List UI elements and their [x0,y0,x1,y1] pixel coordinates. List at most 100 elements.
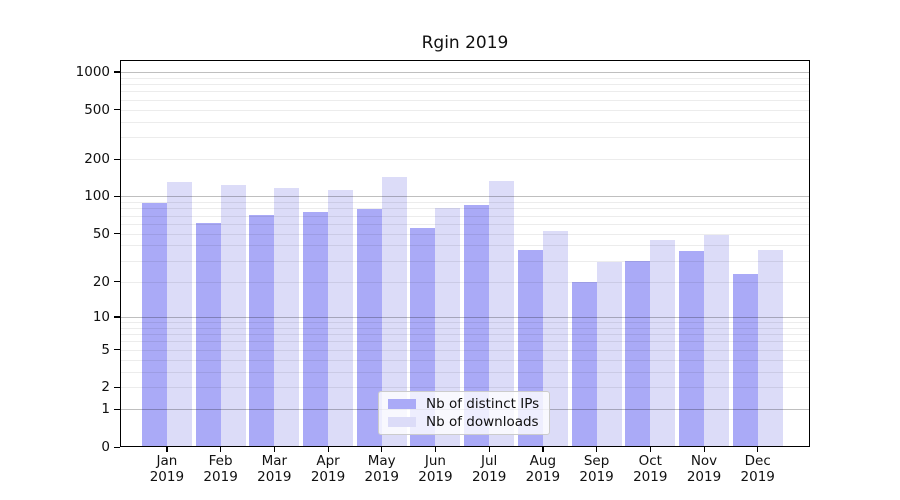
y-axis-tick-mark [114,316,120,318]
bar-distinct-ips [679,250,704,447]
y-axis-tick-label: 1000 [75,63,110,80]
gridline-minor [120,91,810,93]
gridline-minor [120,341,810,343]
y-axis-tick-label: 20 [92,273,110,290]
bar-downloads [328,189,354,447]
gridline-minor [120,359,810,361]
bar-distinct-ips [141,202,167,447]
x-axis-tick-label: Jul 2019 [471,453,507,485]
legend-swatch-icon [388,416,416,427]
x-axis-tick-mark [703,447,705,452]
gridline-minor [120,223,810,225]
gridline-minor [120,233,810,235]
y-axis-tick-label: 50 [92,225,110,242]
gridline-minor [120,334,810,336]
legend-label: Nb of downloads [426,413,539,430]
gridline-minor [120,327,810,329]
bar-downloads [274,187,300,447]
gridline-minor [120,137,810,139]
y-axis-tick-mark [114,158,120,160]
legend-swatch-icon [388,399,416,410]
x-axis-tick-mark [327,447,329,452]
gridline-minor [120,208,810,210]
y-axis-tick-mark [114,109,120,111]
bar-downloads [166,181,192,447]
x-axis-tick-label: Nov 2019 [686,453,722,485]
x-axis-tick-label: Apr 2019 [310,453,346,485]
x-axis-tick-mark [434,447,437,452]
x-axis-tick-label: Feb 2019 [203,453,238,485]
bar-distinct-ips [249,214,275,447]
x-axis-tick-mark [381,447,383,452]
y-axis-tick-label: 100 [84,188,110,205]
bar-downloads [220,184,246,447]
x-axis-tick-mark [649,447,651,452]
y-axis-tick-mark [114,408,120,411]
gridlines-layer [120,60,810,447]
y-axis-tick-label: 500 [84,101,110,118]
gridline-minor [120,109,810,111]
bar-distinct-ips [303,211,329,447]
x-axis-tick-label: Oct 2019 [633,453,668,485]
legend-item: Nb of distinct IPs [388,396,540,412]
bar-downloads [704,234,729,447]
chart-title: Rgin 2019 [421,33,509,53]
x-axis-tick-mark [166,447,168,452]
gridline-major [120,71,810,73]
gridline-minor [120,245,810,247]
x-axis-tick-label: Jan 2019 [149,453,185,485]
x-axis-tick-label: Dec 2019 [740,453,775,485]
legend: Nb of distinct IPs Nb of downloads [378,391,550,435]
x-axis-tick-mark [757,447,759,452]
y-axis-tick-mark [114,71,120,73]
y-axis-tick-mark [114,446,120,448]
y-axis-tick-mark [114,386,120,389]
bar-downloads [596,262,622,447]
y-axis-tick-label: 2 [101,379,110,396]
gridline-minor [120,215,810,217]
gridline-minor [120,159,810,161]
gridline-major [120,196,810,198]
bar-distinct-ips [732,274,758,447]
x-axis-tick-mark [273,447,275,452]
y-axis-tick-mark [114,349,120,351]
gridline-minor [120,281,810,283]
x-axis-tick-label: May 2019 [364,453,399,485]
x-axis-tick-mark [488,447,490,452]
gridline-minor [120,77,810,79]
y-axis-tick-mark [114,233,120,235]
legend-label: Nb of distinct IPs [426,396,540,413]
bar-distinct-ips [356,209,382,447]
gridline-minor [120,260,810,262]
gridline-major [120,316,810,318]
y-axis-tick-label: 200 [84,151,110,168]
x-axis-tick-label: Aug 2019 [525,453,561,485]
gridline-minor [120,84,810,86]
gridline-minor [120,371,810,373]
gridline-minor [120,349,810,351]
x-axis-tick-mark [596,447,598,452]
y-axis-tick-label: 5 [101,341,110,358]
y-axis-tick-label: 0 [101,439,110,455]
y-axis-tick-label: 10 [92,308,110,325]
x-axis-tick-label: Sep 2019 [579,453,614,485]
x-axis-tick-label: Mar 2019 [257,453,292,485]
gridline-minor [120,99,810,101]
bar-distinct-ips [625,260,651,447]
gridline-minor [120,202,810,204]
gridline-minor [120,121,810,123]
x-axis-tick-mark [542,447,544,452]
gridline-minor [120,322,810,323]
y-axis-tick-mark [114,281,120,283]
bar-distinct-ips [571,281,597,447]
bar-downloads [650,240,676,447]
y-axis-tick-mark [114,195,120,198]
y-axis-tick-label: 1 [101,401,110,418]
gridline-minor [120,387,810,389]
x-axis-tick-label: Jun 2019 [418,453,453,485]
legend-item: Nb of downloads [388,414,540,430]
bar-downloads [757,249,783,447]
x-axis-tick-mark [220,447,222,452]
bar-distinct-ips [195,222,221,447]
